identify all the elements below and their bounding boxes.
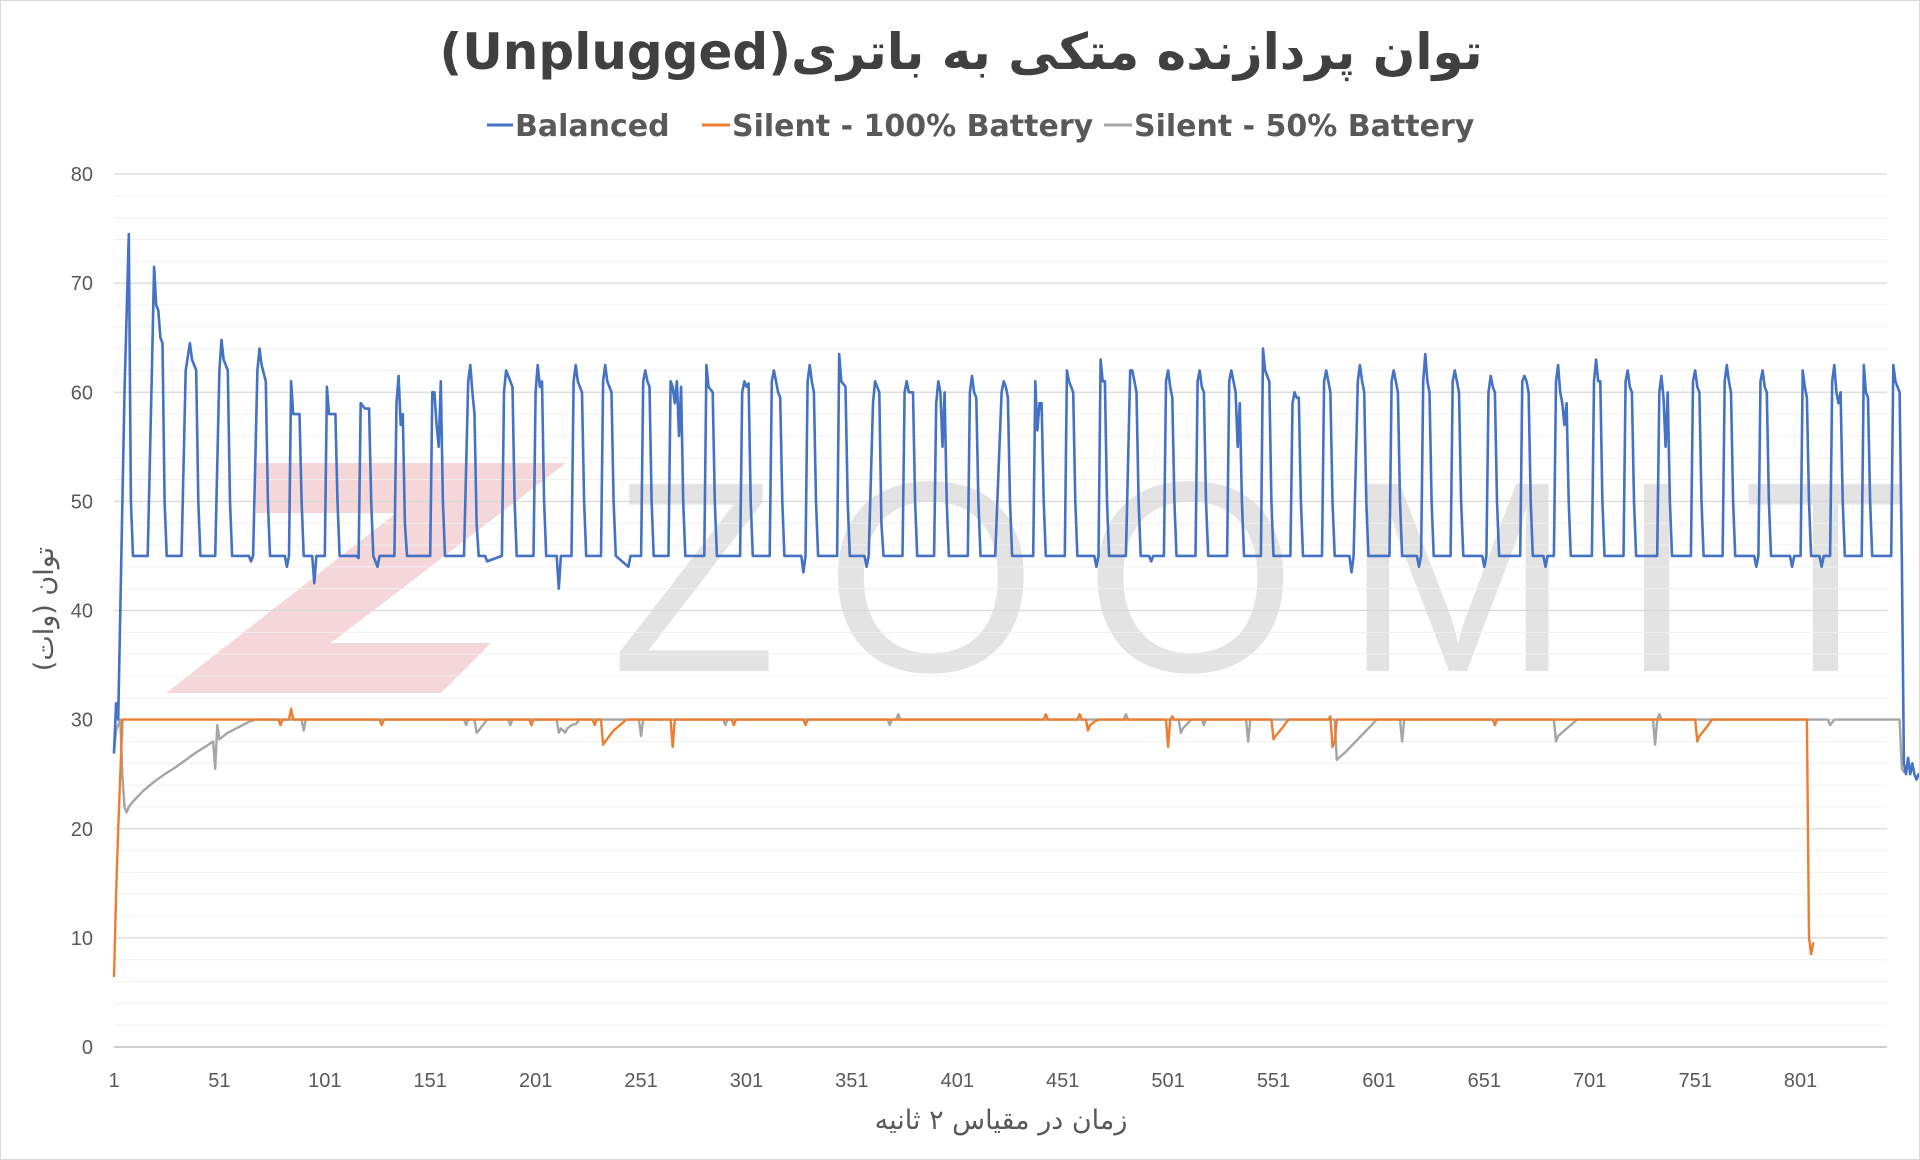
y-tick-label: 10 bbox=[71, 928, 93, 950]
series-layer bbox=[112, 232, 1919, 978]
y-tick-label: 40 bbox=[71, 601, 93, 623]
grid-lines bbox=[114, 173, 1887, 1026]
x-tick-label: 301 bbox=[730, 1070, 763, 1092]
series-line-silent-50 bbox=[112, 713, 1908, 814]
y-tick-label: 20 bbox=[71, 819, 93, 841]
y-tick-label: 0 bbox=[82, 1037, 93, 1059]
x-tick-label: 801 bbox=[1784, 1070, 1817, 1092]
y-tick-label: 70 bbox=[71, 273, 93, 295]
x-tick-label: 251 bbox=[624, 1070, 657, 1092]
series-line-silent-100 bbox=[112, 707, 1815, 978]
x-tick-label: 701 bbox=[1573, 1070, 1606, 1092]
series-line-balanced bbox=[112, 232, 1919, 781]
y-tick-label: 60 bbox=[71, 382, 93, 404]
x-tick-label: 51 bbox=[208, 1070, 230, 1092]
y-tick-label: 80 bbox=[71, 164, 93, 186]
x-tick-label: 1 bbox=[108, 1070, 119, 1092]
x-tick-label: 451 bbox=[1046, 1070, 1079, 1092]
chart-title: توان پردازنده متکی به باتری(Unplugged) bbox=[439, 23, 1482, 82]
x-tick-label: 201 bbox=[519, 1070, 552, 1092]
legend-label-silent-50: Silent - 50% Battery bbox=[1134, 109, 1475, 144]
x-tick-label: 101 bbox=[308, 1070, 341, 1092]
x-axis-title: زمان در مقیاس ۲ ثانیه bbox=[875, 1105, 1128, 1136]
x-tick-label: 401 bbox=[941, 1070, 974, 1092]
y-axis-title: توان (وات) bbox=[29, 547, 60, 671]
x-tick-label: 651 bbox=[1468, 1070, 1501, 1092]
watermark-logo-mark bbox=[166, 463, 566, 693]
y-tick-label: 50 bbox=[71, 491, 93, 513]
x-axis-ticks: 1 51 101 151 201 251 301 351 401 451 501 551 601 651 7… bbox=[108, 1070, 1817, 1092]
legend: Balanced Silent - 100% Battery Silent - … bbox=[487, 109, 1475, 144]
x-tick-label: 151 bbox=[414, 1070, 447, 1092]
x-tick-label: 551 bbox=[1257, 1070, 1290, 1092]
x-tick-label: 751 bbox=[1678, 1070, 1711, 1092]
y-tick-label: 30 bbox=[71, 710, 93, 732]
y-axis-ticks: 0 10 20 30 40 50 60 70 80 bbox=[71, 164, 93, 1059]
x-tick-label: 501 bbox=[1151, 1070, 1184, 1092]
legend-label-balanced: Balanced bbox=[515, 109, 670, 144]
x-tick-label: 601 bbox=[1362, 1070, 1395, 1092]
legend-label-silent-100: Silent - 100% Battery bbox=[732, 109, 1094, 144]
x-tick-label: 351 bbox=[835, 1070, 868, 1092]
